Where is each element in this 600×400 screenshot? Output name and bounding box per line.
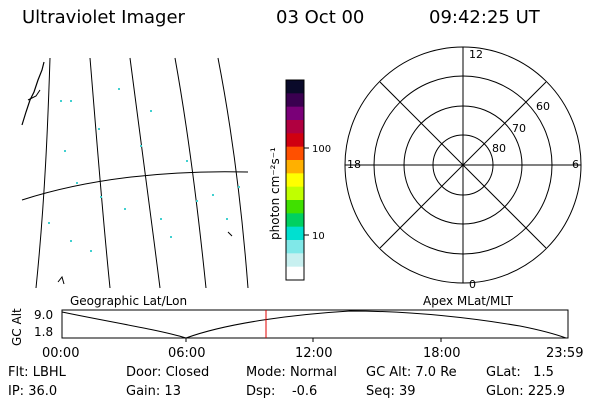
longitude-line <box>89 57 111 289</box>
geographic-label: Geographic Lat/Lon <box>70 294 188 308</box>
time-tick-1200: 12:00 <box>295 346 333 361</box>
mlt-label-18: 18 <box>347 158 361 171</box>
status-dsp: Dsp: -0.6 <box>246 384 318 399</box>
color-band <box>286 146 304 161</box>
lat-label-70: 70 <box>512 122 526 135</box>
coastline <box>27 89 41 101</box>
time-tick-0000: 00:00 <box>42 346 80 361</box>
color-tick-10: 10 <box>312 231 325 242</box>
time-tick-0600: 06:00 <box>168 346 206 361</box>
time-label: 09:42:25 UT <box>429 7 540 28</box>
longitude-line <box>217 57 249 289</box>
coastline <box>57 275 65 285</box>
status-seq: Seq: 39 <box>366 384 416 399</box>
longitude-line <box>129 57 161 289</box>
mlt-label-0: 0 <box>469 278 476 291</box>
latitude-line <box>21 171 249 201</box>
color-band <box>286 186 304 201</box>
lat-label-60: 60 <box>536 100 550 113</box>
gc-alt-axis-label: GC Alt <box>10 308 24 346</box>
color-band <box>286 106 304 121</box>
color-scale <box>286 80 304 281</box>
color-tick-100: 100 <box>312 144 331 155</box>
color-band <box>286 80 304 94</box>
geographic-map <box>21 57 249 289</box>
status-filter: Flt: LBHL <box>8 365 66 380</box>
status-ip: IP: 36.0 <box>8 384 58 399</box>
alt-tick-low: 1.8 <box>34 325 54 339</box>
color-scale-label: photon cm⁻²s⁻¹ <box>268 147 282 240</box>
color-band <box>286 226 304 241</box>
status-gain: Gain: 13 <box>126 384 181 399</box>
longitude-line <box>174 57 207 289</box>
color-band <box>286 160 304 174</box>
aurora-specks <box>48 88 240 252</box>
time-tick-1800: 18:00 <box>423 346 461 361</box>
alt-tick-high: 9.0 <box>34 308 54 322</box>
altitude-timeline-frame <box>61 309 569 339</box>
color-band <box>286 213 304 228</box>
color-band <box>286 266 304 281</box>
altitude-curve <box>61 310 567 339</box>
mlt-label-12: 12 <box>469 48 483 61</box>
coastline <box>21 61 45 126</box>
mlt-label-6: 6 <box>572 158 579 171</box>
status-mode: Mode: Normal <box>246 365 337 380</box>
timeline-ticks <box>185 338 442 342</box>
status-glon: GLon: 225.9 <box>486 384 566 399</box>
color-band <box>286 173 304 188</box>
time-tick-2359: 23:59 <box>546 346 584 361</box>
color-band <box>286 120 304 134</box>
status-glat: GLat: 1.5 <box>486 365 554 380</box>
color-band <box>286 133 304 148</box>
color-band <box>286 253 304 268</box>
longitude-line <box>35 57 51 289</box>
lat-label-80: 80 <box>492 142 506 155</box>
color-band <box>286 200 304 214</box>
color-band <box>286 93 304 108</box>
coastline <box>227 231 233 237</box>
instrument-title: Ultraviolet Imager <box>22 7 185 28</box>
color-band <box>286 240 304 254</box>
status-door: Door: Closed <box>126 365 210 380</box>
status-gc-alt: GC Alt: 7.0 Re <box>366 365 457 380</box>
color-scale-frame <box>285 79 305 281</box>
apex-label: Apex MLat/MLT <box>423 294 513 308</box>
polar-plot <box>344 46 582 284</box>
date-label: 03 Oct 00 <box>276 7 365 28</box>
color-scale-ticks <box>304 147 309 236</box>
